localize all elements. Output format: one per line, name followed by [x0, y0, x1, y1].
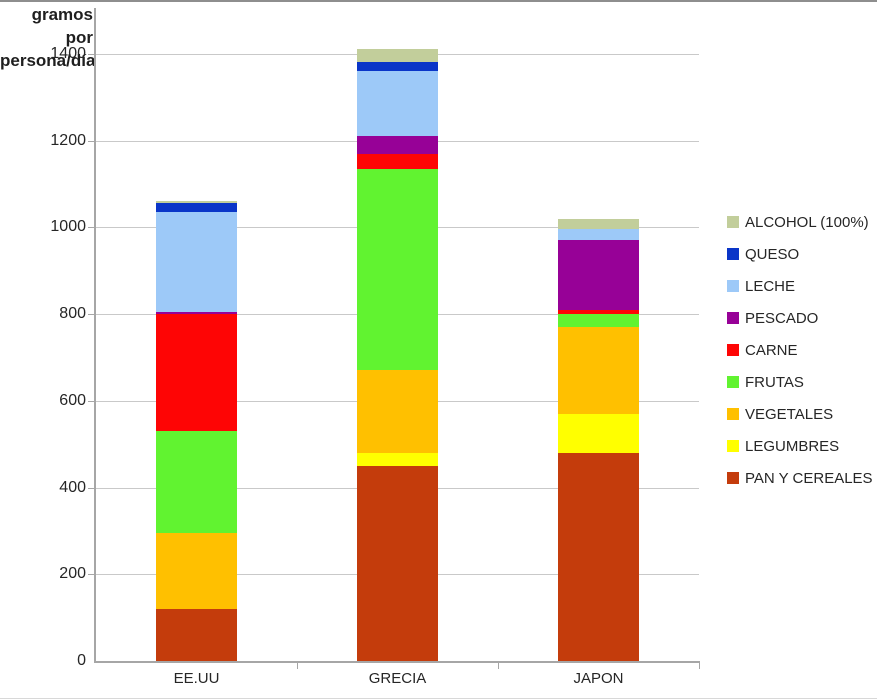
legend-label-leche: LECHE: [745, 277, 796, 295]
window-top-border: [0, 0, 877, 2]
legend-swatch-queso: [727, 248, 739, 260]
segment-grecia-carne: [357, 153, 438, 169]
segment-japon-legumbres: [558, 413, 639, 453]
category-label-ee-uu: EE.UU: [173, 670, 220, 687]
y-axis-title: gramos por persona/día: [0, 3, 96, 72]
segment-ee-uu-vegetales: [156, 533, 237, 609]
y-axis-title-line1: gramos por: [31, 5, 93, 47]
segment-japon-pescado: [558, 240, 639, 310]
legend-label-pescado: PESCADO: [745, 309, 819, 327]
legend-item-alcohol-100: ALCOHOL (100%): [727, 206, 873, 238]
category-label-japon: JAPON: [573, 670, 624, 687]
legend-swatch-leche: [727, 280, 739, 292]
legend-swatch-pan-y-cereales: [727, 472, 739, 484]
y-tick-label-0: 0: [77, 652, 86, 669]
segment-japon-pan-y-cereales: [558, 452, 639, 661]
legend-swatch-carne: [727, 344, 739, 356]
legend-label-alcohol-100: ALCOHOL (100%): [745, 213, 869, 231]
segment-japon-carne: [558, 309, 639, 314]
segment-ee-uu-alcohol-100: [156, 201, 237, 204]
segment-ee-uu-pan-y-cereales: [156, 608, 237, 661]
y-axis-title-line2: persona/día: [0, 51, 96, 70]
legend-swatch-vegetales: [727, 408, 739, 420]
category-label-grecia: GRECIA: [368, 670, 427, 687]
y-tick-mark-200: [88, 574, 95, 576]
segment-grecia-vegetales: [357, 370, 438, 453]
legend-item-vegetales: VEGETALES: [727, 398, 873, 430]
legend-swatch-legumbres: [727, 440, 739, 452]
y-tick-mark-600: [88, 400, 95, 402]
segment-ee-uu-leche: [156, 212, 237, 312]
segment-grecia-legumbres: [357, 452, 438, 466]
y-tick-mark-1000: [88, 227, 95, 229]
segment-japon-vegetales: [558, 327, 639, 414]
y-tick-label-400: 400: [59, 478, 86, 496]
legend-item-leche: LECHE: [727, 270, 873, 302]
segment-ee-uu-queso: [156, 203, 237, 213]
legend-swatch-alcohol-100: [727, 216, 739, 228]
segment-ee-uu-carne: [156, 314, 237, 432]
legend-item-queso: QUESO: [727, 238, 873, 270]
legend-label-frutas: FRUTAS: [745, 373, 804, 391]
segment-grecia-alcohol-100: [357, 49, 438, 63]
y-tick-mark-400: [88, 487, 95, 489]
y-axis-line: [94, 8, 96, 663]
legend-label-vegetales: VEGETALES: [745, 405, 834, 423]
y-tick-mark-1400: [88, 53, 95, 55]
legend-item-pan-y-cereales: PAN Y CEREALES: [727, 462, 873, 494]
segment-grecia-pan-y-cereales: [357, 465, 438, 661]
x-axis-line: [94, 661, 700, 663]
segment-japon-frutas: [558, 314, 639, 327]
segment-japon-alcohol-100: [558, 218, 639, 230]
segment-ee-uu-frutas: [156, 431, 237, 534]
legend-swatch-frutas: [727, 376, 739, 388]
y-tick-label-1400: 1400: [50, 44, 86, 62]
y-tick-mark-1200: [88, 140, 95, 142]
legend-label-legumbres: LEGUMBRES: [745, 437, 840, 455]
legend-swatch-pescado: [727, 312, 739, 324]
y-tick-label-800: 800: [59, 305, 86, 322]
legend-item-legumbres: LEGUMBRES: [727, 430, 873, 462]
window-bottom-border: [0, 698, 877, 699]
y-tick-label-600: 600: [59, 391, 86, 409]
y-tick-label-200: 200: [59, 565, 86, 583]
legend-label-pan-y-cereales: PAN Y CEREALES: [745, 469, 873, 487]
segment-grecia-frutas: [357, 168, 438, 371]
y-tick-label-1200: 1200: [50, 131, 86, 149]
y-tick-mark-800: [88, 314, 95, 315]
legend-label-carne: CARNE: [745, 341, 798, 359]
segment-grecia-leche: [357, 71, 438, 137]
legend-label-queso: QUESO: [745, 245, 800, 263]
segment-grecia-pescado: [357, 136, 438, 154]
x-tick-mark-2: [498, 663, 499, 669]
legend-item-pescado: PESCADO: [727, 302, 873, 334]
legend-item-frutas: FRUTAS: [727, 366, 873, 398]
segment-japon-leche: [558, 229, 639, 241]
legend-item-carne: CARNE: [727, 334, 873, 366]
legend: ALCOHOL (100%) QUESO LECHE PESCADO CARNE FRUT…: [727, 206, 873, 494]
y-tick-label-1000: 1000: [50, 218, 86, 236]
segment-ee-uu-pescado: [156, 311, 237, 314]
x-tick-mark-3: [699, 663, 700, 669]
segment-grecia-queso: [357, 62, 438, 72]
x-tick-mark-1: [297, 663, 298, 669]
